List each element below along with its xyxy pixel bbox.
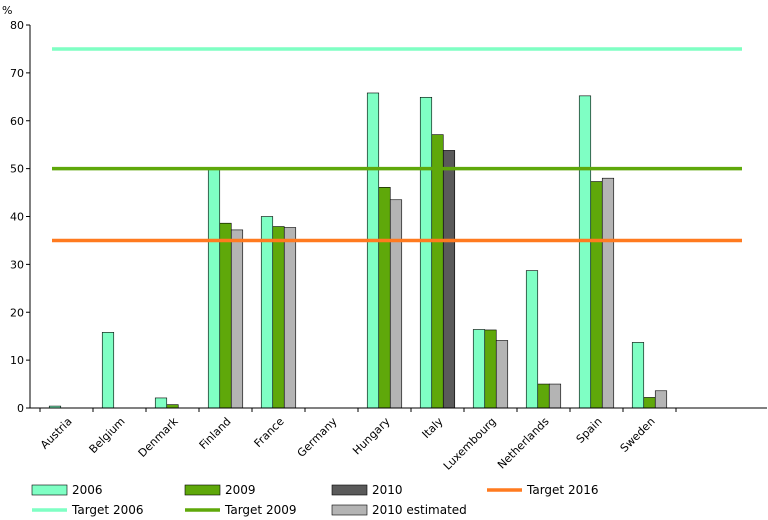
y-tick-label: 40: [10, 211, 24, 224]
bar-2009: [537, 383, 550, 409]
bar-2010-estimated: [495, 340, 509, 409]
bar-2006: [260, 216, 274, 409]
bar-2010-estimated: [654, 390, 668, 409]
bar-2006: [525, 270, 539, 409]
y-tick-label: 20: [10, 306, 24, 319]
legend-swatch: [31, 484, 68, 496]
x-tick-label: Netherlands: [495, 415, 552, 472]
x-tick-label: France: [252, 415, 287, 450]
bar-2009: [219, 222, 232, 409]
legend-label: 2009: [225, 483, 256, 497]
bar-2010: [442, 150, 456, 409]
x-tick-label: Finland: [197, 415, 234, 452]
x-tick-label: Spain: [574, 415, 605, 446]
legend-swatch: [184, 484, 221, 496]
bar-2006: [631, 342, 645, 409]
y-tick-label: 30: [10, 258, 24, 271]
y-tick-label: 50: [10, 163, 24, 176]
bar-2010-estimated: [230, 229, 244, 409]
y-tick-label: 60: [10, 115, 24, 128]
bar-2006: [207, 168, 221, 409]
bars: [48, 92, 668, 409]
bar-2006: [578, 95, 592, 409]
legend-swatch: [331, 504, 368, 516]
x-tick-label: Denmark: [136, 414, 181, 459]
x-tick-label: Italy: [420, 415, 446, 441]
x-tick-label: Austria: [38, 415, 75, 452]
x-tick-label: Luxembourg: [441, 415, 499, 473]
legend-label: 2010 estimated: [372, 503, 467, 517]
legend-label: Target 2009: [224, 503, 296, 517]
bar-2010-estimated: [548, 383, 562, 409]
bar-2006: [472, 329, 486, 409]
legend-label: 2006: [72, 483, 103, 497]
bar-2009: [484, 329, 497, 409]
bar-2009: [590, 181, 603, 409]
bar-2009: [378, 186, 391, 409]
bar-2006: [366, 92, 380, 409]
target-lines: [52, 47, 742, 243]
bar-2006: [101, 332, 115, 409]
legend-swatch: [331, 484, 368, 496]
x-tick-label: Belgium: [87, 415, 128, 456]
bar-2009: [431, 134, 444, 409]
bar-2010-estimated: [601, 177, 615, 409]
bar-2009: [166, 404, 179, 409]
bar-2010-estimated: [389, 199, 403, 409]
bar-2006: [419, 96, 433, 409]
bar-2006: [154, 397, 168, 409]
bar-2009: [643, 397, 656, 409]
y-axis-label: %: [2, 4, 12, 17]
legend: 2006 2009 2010 Target 2016 Target 2006 Target…: [31, 483, 598, 517]
y-tick-label: 70: [10, 67, 24, 80]
x-tick-label: Hungary: [350, 415, 393, 458]
x-tick-label: Germany: [295, 415, 340, 460]
bar-2010-estimated: [283, 227, 297, 409]
y-tick-label: 10: [10, 354, 24, 367]
legend-label: Target 2016: [526, 483, 598, 497]
legend-label: Target 2006: [71, 503, 143, 517]
bar-2009: [272, 226, 285, 409]
x-tick-label: Sweden: [618, 415, 658, 455]
y-tick-label: 80: [10, 19, 24, 32]
legend-label: 2010: [372, 483, 403, 497]
y-tick-label: 0: [17, 402, 24, 415]
